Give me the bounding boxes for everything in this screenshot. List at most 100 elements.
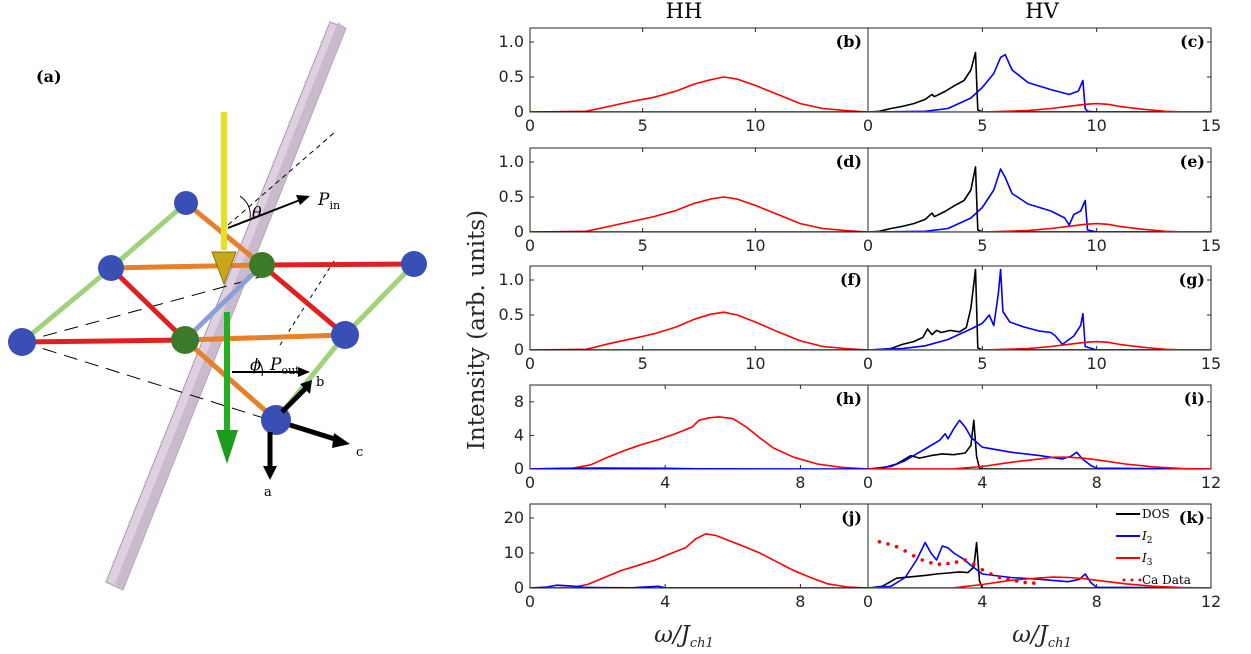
data-point xyxy=(946,561,950,566)
bond-orange xyxy=(110,262,263,271)
bond-red xyxy=(21,337,186,345)
x-tick-label: 0 xyxy=(863,236,873,255)
legend-label: I3 xyxy=(1141,551,1153,568)
atom-sphere xyxy=(98,255,124,281)
y-tick-label: 0.5 xyxy=(499,187,524,206)
panel-g: 0 5 10 15 (g) xyxy=(863,265,1221,373)
x-axis-title-hh: ω/Jch1 xyxy=(654,622,714,651)
x-tick-label: 4 xyxy=(977,473,987,492)
panel-k: 0 4 8 12 (k) xyxy=(863,503,1221,611)
series-line xyxy=(868,102,1211,112)
panel-f: 0 5 10 0 0.5 1.0 (f) xyxy=(499,265,869,373)
series-line xyxy=(868,222,1211,232)
x-tick-label: 0 xyxy=(525,592,535,611)
plot-frame xyxy=(529,27,869,113)
y-tick-label: 1.0 xyxy=(499,270,524,289)
panel-label: (g) xyxy=(1179,270,1205,289)
panel-i: 0 4 8 12 (i) xyxy=(863,384,1221,492)
series-line xyxy=(530,76,868,112)
bond-green xyxy=(20,266,113,344)
lattice-schematic: (a) θ Pin ϕ P xyxy=(8,21,427,591)
data-point xyxy=(989,572,993,576)
panel-h: 0 4 8 0 4 8 (h) xyxy=(514,384,869,492)
panel-label: (c) xyxy=(1180,32,1205,51)
legend-label: I2 xyxy=(1141,529,1152,546)
x-tick-label: 15 xyxy=(1201,116,1221,135)
x-tick-label: 10 xyxy=(745,116,765,135)
x-tick-label: 10 xyxy=(745,354,765,373)
plot-frame xyxy=(529,265,869,351)
panel-j: 0 4 8 0 10 20 (j) xyxy=(504,503,869,611)
series-line xyxy=(530,584,868,588)
x-tick-label: 5 xyxy=(638,116,648,135)
series-line xyxy=(868,541,1211,588)
plot-frame xyxy=(867,265,1212,351)
x-tick-label: 10 xyxy=(1086,354,1106,373)
theta-label: θ xyxy=(252,203,262,222)
data-point xyxy=(954,560,959,564)
series-line xyxy=(530,533,868,588)
legend: DOS I2 I3 Ca Data xyxy=(1116,507,1191,587)
p-in-label: Pin xyxy=(317,190,340,212)
p-in-arrowhead-icon xyxy=(296,195,310,205)
legend-dot xyxy=(1130,578,1134,582)
x-tick-label: 5 xyxy=(977,116,987,135)
x-tick-label: 15 xyxy=(1201,236,1221,255)
data-point xyxy=(1031,581,1036,585)
bond-red xyxy=(261,261,415,268)
p-in-arrow-line xyxy=(227,199,301,229)
x-tick-label: 5 xyxy=(977,354,987,373)
series-line xyxy=(530,467,868,469)
series-line xyxy=(868,268,1211,350)
data-point xyxy=(971,562,976,566)
panel-label-a: (a) xyxy=(36,67,62,86)
series-line xyxy=(868,576,1211,588)
data-point xyxy=(877,540,882,544)
y-tick-label: 0 xyxy=(514,222,524,241)
data-point xyxy=(997,575,1002,580)
x-tick-label: 8 xyxy=(1092,473,1102,492)
series-line xyxy=(868,541,1211,588)
x-tick-label: 12 xyxy=(1201,473,1221,492)
plot-frame xyxy=(867,27,1212,113)
x-tick-label: 0 xyxy=(525,354,535,373)
series-line xyxy=(868,456,1211,469)
series-line xyxy=(868,419,1211,469)
bond-orange xyxy=(184,332,346,343)
column-title-hh: HH xyxy=(666,0,703,23)
panel-label: (b) xyxy=(836,32,862,51)
series-line xyxy=(868,268,1211,350)
x-tick-label: 5 xyxy=(638,236,648,255)
atom-sphere-center xyxy=(171,326,199,354)
outgoing-beam-arrowhead-icon xyxy=(216,430,238,464)
x-tick-label: 0 xyxy=(863,592,873,611)
series-line xyxy=(530,311,868,350)
panel-label: (d) xyxy=(836,152,862,171)
atom-spheres xyxy=(8,191,427,435)
x-tick-label: 0 xyxy=(863,354,873,373)
panel-label: (h) xyxy=(835,389,862,408)
plot-frame xyxy=(529,147,869,233)
data-point xyxy=(1006,577,1010,582)
theta-arc xyxy=(239,195,251,219)
panel-label: (k) xyxy=(1179,508,1205,527)
plot-frame xyxy=(867,147,1212,233)
y-tick-label: 0.5 xyxy=(499,67,524,86)
x-tick-label: 10 xyxy=(745,236,765,255)
x-tick-label: 4 xyxy=(660,473,670,492)
series-line xyxy=(530,416,868,469)
phi-label: ϕ xyxy=(250,355,261,374)
series-line xyxy=(868,53,1211,112)
x-tick-label: 0 xyxy=(525,473,535,492)
axis-c-arrowhead-icon xyxy=(332,433,350,448)
x-tick-label: 12 xyxy=(1201,592,1221,611)
x-tick-label: 8 xyxy=(795,592,805,611)
axis-a-arrowhead-icon xyxy=(263,466,277,480)
atom-sphere xyxy=(174,191,198,215)
p-out-arrowhead-icon xyxy=(298,367,310,377)
atom-sphere xyxy=(331,321,359,349)
y-tick-label: 0.5 xyxy=(499,305,524,324)
legend-dot xyxy=(1138,578,1142,582)
y-tick-label: 0 xyxy=(514,102,524,121)
